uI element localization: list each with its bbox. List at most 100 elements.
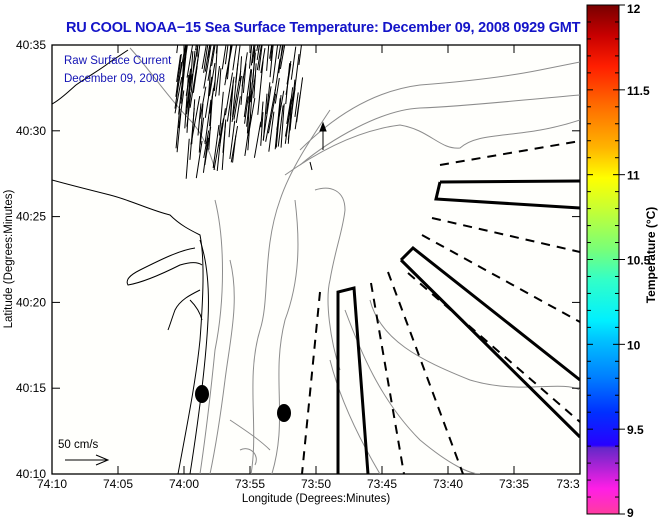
dashed-line bbox=[421, 234, 580, 323]
current-vector bbox=[269, 45, 273, 59]
contour-line bbox=[329, 359, 381, 474]
current-vector bbox=[199, 86, 207, 119]
current-vector bbox=[256, 45, 260, 61]
coastline-path bbox=[52, 49, 129, 105]
current-vector bbox=[266, 45, 270, 71]
y-axis-label: Latitude (Degrees:Minutes) bbox=[3, 189, 15, 328]
current-vector bbox=[218, 91, 224, 136]
current-vector bbox=[207, 69, 212, 97]
contour-line bbox=[299, 94, 580, 166]
scale-arrow-label: 50 cm/s bbox=[58, 439, 99, 451]
current-vector bbox=[232, 45, 238, 71]
current-vector bbox=[224, 45, 233, 86]
map-frame bbox=[51, 44, 581, 475]
current-vector bbox=[279, 45, 284, 63]
solid-box bbox=[434, 179, 580, 210]
current-vector bbox=[195, 45, 197, 51]
current-vector bbox=[203, 45, 212, 89]
contour-line bbox=[250, 109, 331, 474]
contour-line bbox=[299, 61, 580, 151]
current-vector bbox=[266, 82, 271, 115]
current-vector bbox=[235, 96, 241, 123]
contour-line bbox=[369, 299, 580, 391]
current-vector bbox=[174, 76, 183, 114]
current-vector bbox=[277, 45, 282, 60]
x-tick-label: 73:45 bbox=[367, 477, 397, 491]
current-vector bbox=[198, 103, 204, 153]
current-vector bbox=[189, 51, 194, 91]
colorbar-tick-label: 11 bbox=[627, 169, 640, 183]
x-tick-label: 74:05 bbox=[103, 477, 133, 491]
y-tick-label: 40:35 bbox=[16, 38, 46, 52]
current-vector bbox=[176, 113, 182, 153]
colorbar-ticks: 12 11.5 11 10.5 10 9.5 9 bbox=[587, 2, 651, 519]
current-vector bbox=[178, 76, 184, 115]
current-vector bbox=[228, 79, 234, 138]
coastline bbox=[52, 49, 209, 474]
contour-line bbox=[229, 419, 271, 466]
colorbar-tick-label: 10.5 bbox=[627, 254, 651, 268]
current-vector bbox=[204, 76, 213, 118]
colorbar-tick-label: 11.5 bbox=[627, 84, 650, 98]
dashed-line bbox=[439, 140, 580, 166]
current-vector bbox=[241, 52, 248, 87]
current-vector bbox=[231, 71, 242, 123]
current-vector bbox=[174, 61, 183, 109]
dashed-line bbox=[387, 271, 464, 474]
scale-arrow bbox=[65, 454, 110, 466]
current-vector bbox=[275, 94, 282, 148]
x-axis-ticks: 74:10 74:05 74:00 73:55 73:50 73:45 73:40 73:35… bbox=[37, 45, 581, 491]
x-tick-label: 73:50 bbox=[301, 477, 331, 491]
current-vector bbox=[309, 161, 313, 171]
current-vector bbox=[265, 89, 276, 142]
current-vector bbox=[244, 114, 252, 157]
y-tick-label: 40:20 bbox=[16, 295, 46, 309]
current-vector bbox=[186, 89, 190, 115]
current-vector bbox=[175, 53, 182, 97]
x-tick-label: 73:40 bbox=[433, 477, 463, 491]
current-vector bbox=[232, 63, 239, 118]
current-vector bbox=[256, 45, 262, 71]
station-marker bbox=[277, 404, 291, 422]
current-vector bbox=[213, 118, 224, 171]
dashed-line bbox=[301, 291, 321, 474]
current-vector bbox=[274, 77, 280, 104]
x-axis-label: Longitude (Degrees:Minutes) bbox=[242, 493, 390, 505]
current-vector bbox=[256, 45, 259, 52]
current-vector-head bbox=[319, 121, 327, 132]
current-vector bbox=[203, 130, 210, 159]
x-tick-label: 73:35 bbox=[499, 477, 529, 491]
x-tick-label: 73:55 bbox=[235, 477, 265, 491]
current-vector bbox=[272, 45, 279, 84]
colorbar-tick-label: 9.5 bbox=[627, 423, 644, 437]
current-vector bbox=[267, 93, 277, 134]
current-vector bbox=[280, 103, 285, 148]
current-vector bbox=[207, 45, 215, 81]
colorbar-tick-label: 9 bbox=[627, 506, 634, 519]
current-vector bbox=[229, 120, 236, 160]
current-vector bbox=[214, 66, 221, 97]
current-vector bbox=[290, 46, 297, 80]
current-vector bbox=[203, 45, 209, 73]
dashed-line bbox=[370, 282, 405, 474]
current-vector bbox=[204, 99, 212, 144]
contour-line bbox=[314, 187, 346, 371]
current-vector bbox=[260, 48, 266, 74]
current-vector bbox=[212, 124, 220, 169]
contour-line bbox=[209, 259, 235, 474]
x-tick-label: 74:00 bbox=[169, 477, 199, 491]
map-title: RU COOL NOAA−15 Sea Surface Temperature:… bbox=[66, 20, 581, 36]
current-vector bbox=[209, 62, 216, 96]
coastline-path bbox=[167, 289, 203, 331]
x-tick-label: 73:3 bbox=[556, 477, 580, 491]
current-vector bbox=[287, 105, 292, 144]
current-vector bbox=[269, 45, 274, 78]
current-vector bbox=[211, 45, 216, 67]
current-vector bbox=[233, 75, 242, 120]
current-vector bbox=[242, 63, 247, 93]
inset-date: December 09, 2008 bbox=[64, 73, 165, 85]
current-vector bbox=[189, 108, 195, 160]
y-tick-label: 40:10 bbox=[16, 467, 46, 481]
current-vector bbox=[253, 121, 262, 158]
